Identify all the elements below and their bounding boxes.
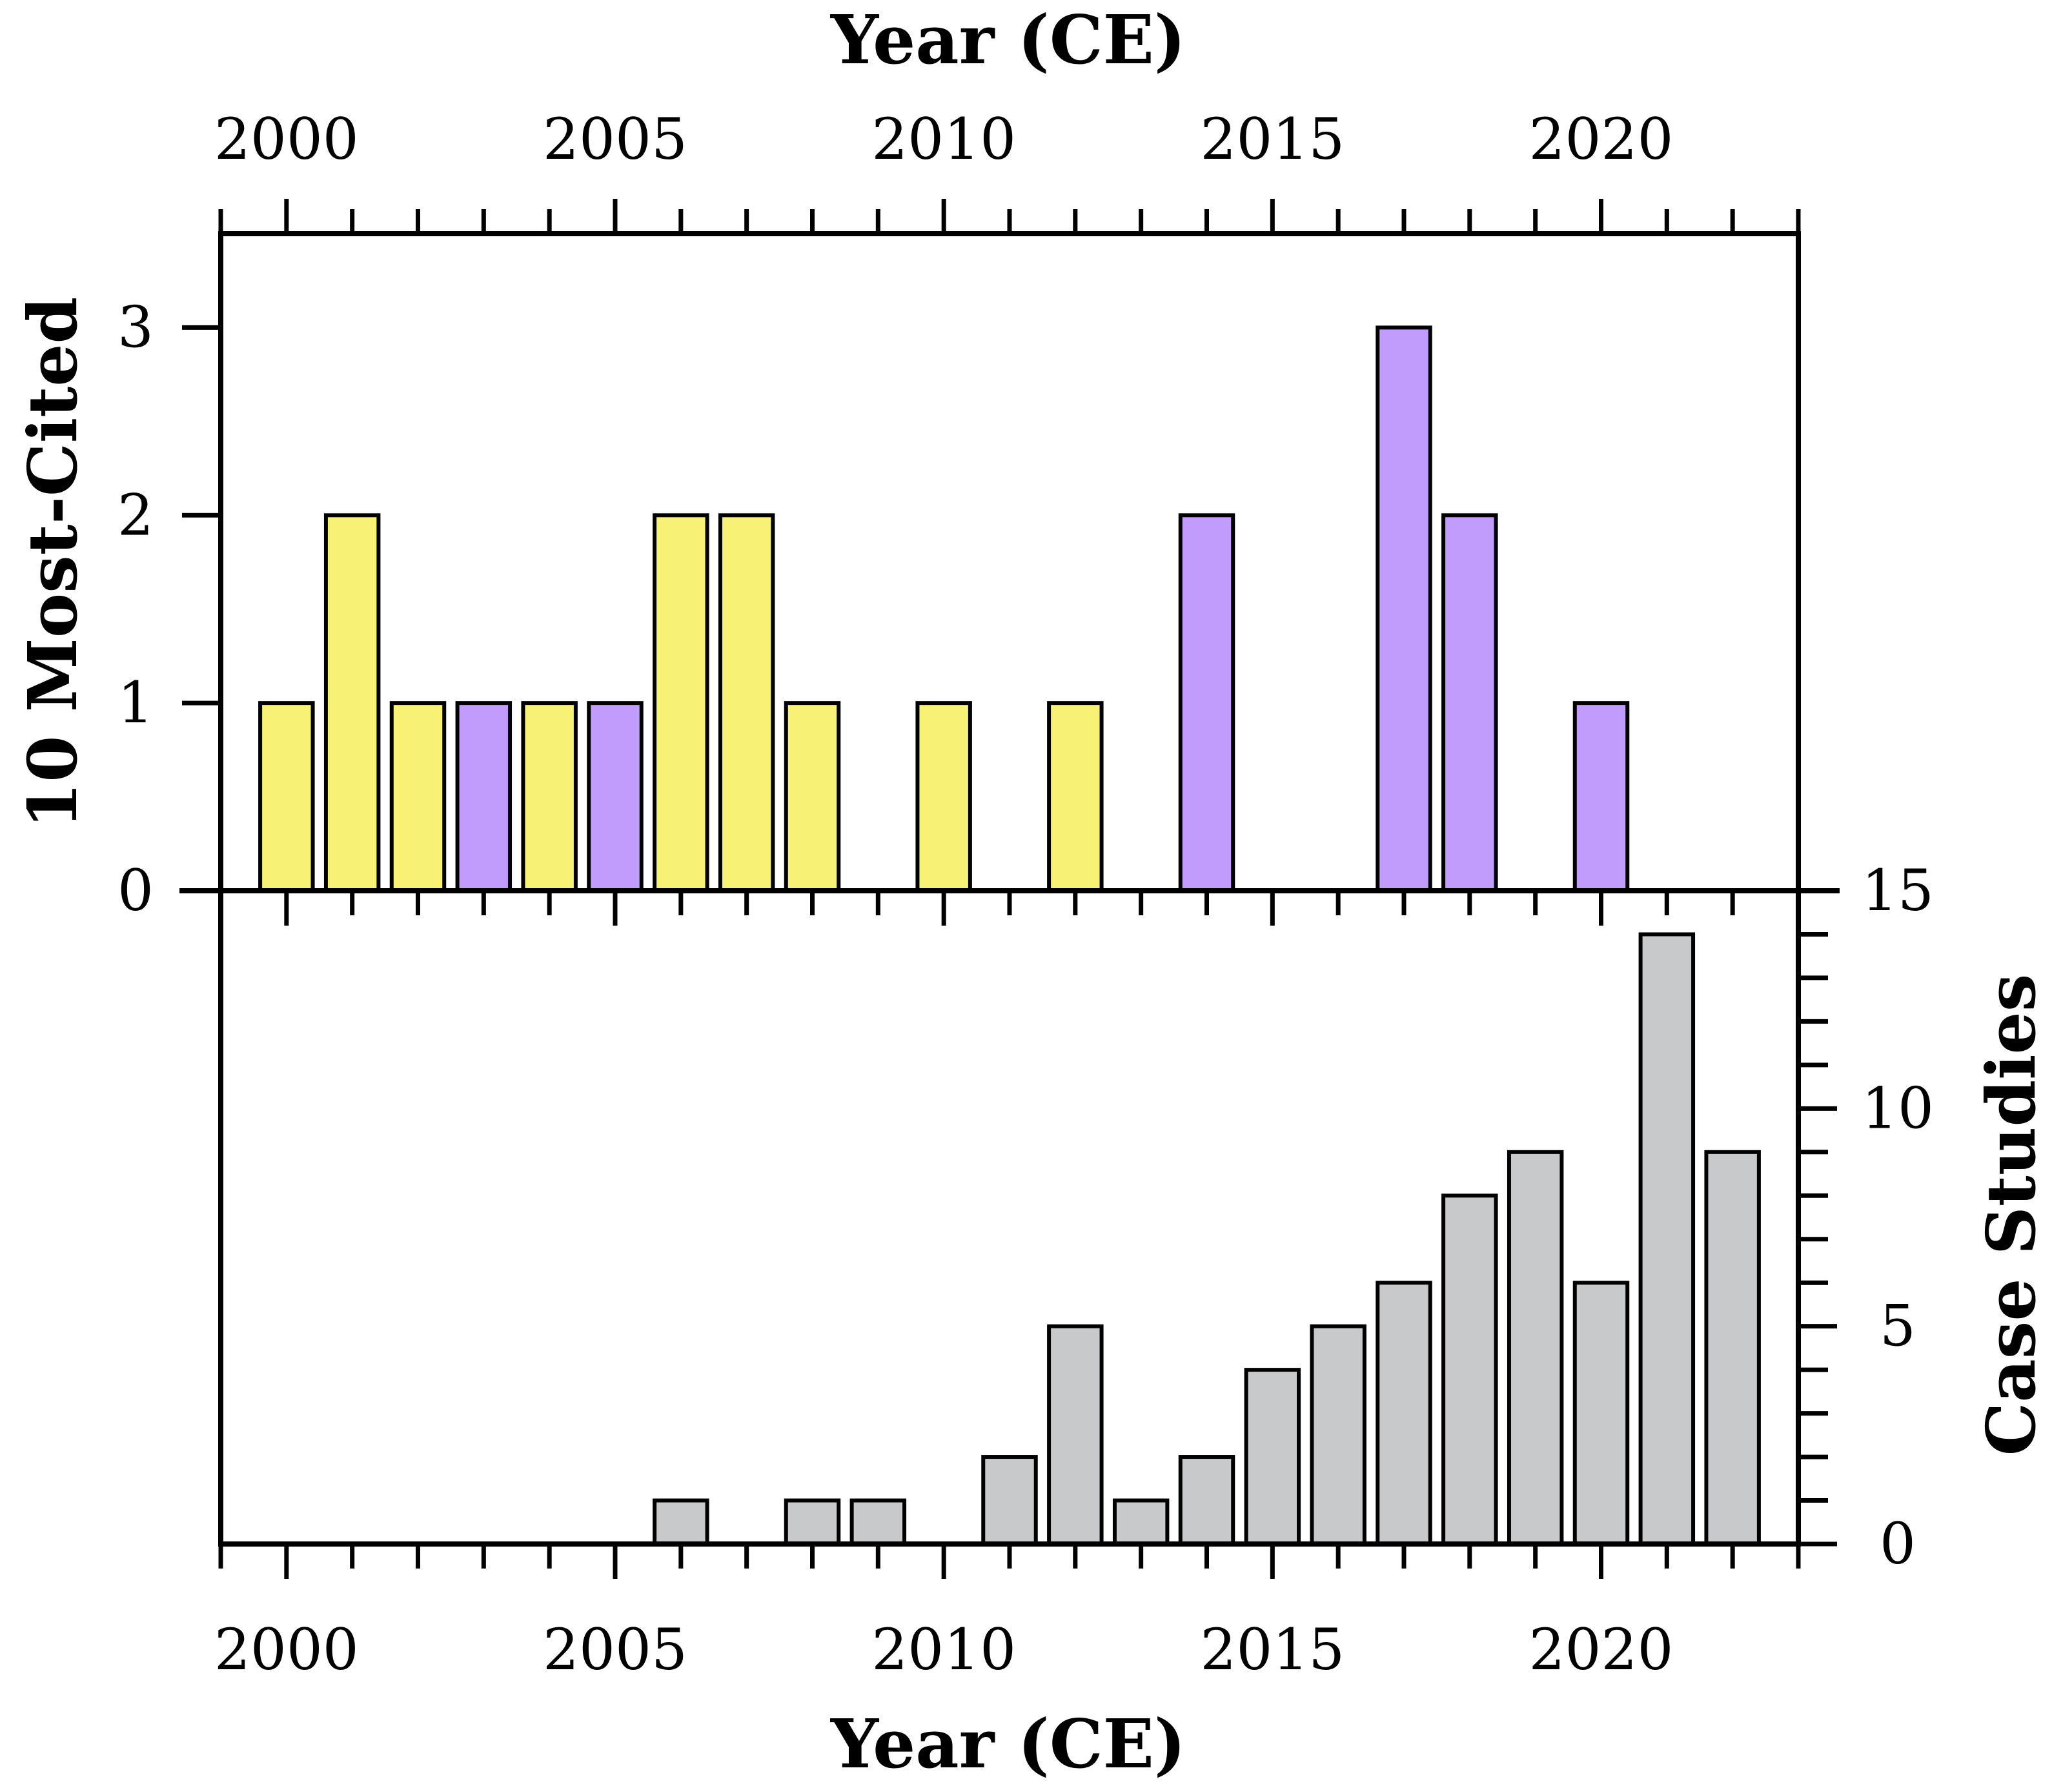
top-bar-2014 xyxy=(1178,513,1235,893)
top-y-tick-label-3: 3 xyxy=(117,294,154,360)
bottom-x-tick-label-2015: 2015 xyxy=(1200,1616,1345,1683)
bottom-y-tick-label-10: 10 xyxy=(1862,1075,1934,1141)
bottom-bar-2022 xyxy=(1704,1150,1761,1547)
bottom-x-tick-label-2010: 2010 xyxy=(871,1616,1016,1683)
bottom-bar-2006 xyxy=(653,1498,709,1547)
top-bar-2000 xyxy=(258,701,315,893)
top-bar-2008 xyxy=(784,701,841,893)
bottom-bar-2015 xyxy=(1244,1368,1301,1546)
bottom-bar-2016 xyxy=(1310,1324,1366,1547)
bottom-y-tick-label-0: 0 xyxy=(1880,1510,1916,1577)
bottom-x-tick-label-2020: 2020 xyxy=(1529,1616,1674,1683)
top-y-axis-title: 10 Most-Cited xyxy=(13,297,92,829)
bottom-bar-2009 xyxy=(849,1498,907,1547)
bottom-x-tick-label-2005: 2005 xyxy=(543,1616,687,1683)
bottom-bar-2017 xyxy=(1376,1281,1432,1546)
top-bar-2002 xyxy=(389,701,447,893)
top-bar-2010 xyxy=(915,701,972,893)
top-x-axis-title: Year (CE) xyxy=(830,0,1186,79)
bottom-panel: 2000 2005 2010 2015 2020 0 5 10 15 xyxy=(214,857,1934,1683)
bottom-bar-2019 xyxy=(1507,1150,1564,1547)
top-x-tick-label-2000: 2000 xyxy=(214,106,359,172)
bottom-bar-2018 xyxy=(1441,1194,1498,1547)
bottom-y-tick-label-5: 5 xyxy=(1880,1293,1916,1359)
bottom-x-axis-title: Year (CE) xyxy=(830,1704,1186,1783)
bottom-bar-2014 xyxy=(1178,1455,1235,1546)
bottom-x-tick-label-2000: 2000 xyxy=(214,1616,359,1683)
top-x-tick-label-2005: 2005 xyxy=(543,106,687,172)
bottom-bar-2021 xyxy=(1638,932,1696,1546)
top-x-tick-label-2020: 2020 xyxy=(1529,106,1674,172)
top-bar-2017 xyxy=(1376,325,1432,893)
top-bar-2020 xyxy=(1572,701,1630,893)
top-bar-2018 xyxy=(1441,513,1498,893)
top-bar-2004 xyxy=(521,701,578,893)
top-bar-2006 xyxy=(653,513,709,893)
top-panel: 2000 2005 2010 2015 2020 0 1 2 3 xyxy=(117,106,1840,1547)
top-bar-2001 xyxy=(323,513,381,893)
top-bar-2012 xyxy=(1047,701,1104,893)
top-bar-2005 xyxy=(587,701,644,893)
bottom-bar-2020 xyxy=(1572,1281,1630,1546)
bottom-y-tick-label-15: 15 xyxy=(1862,857,1934,924)
bottom-bar-2013 xyxy=(1112,1498,1170,1547)
top-bar-2007 xyxy=(718,513,775,893)
top-y-tick-label-1: 1 xyxy=(117,669,154,736)
top-y-tick-label-2: 2 xyxy=(117,482,154,548)
top-bar-2003 xyxy=(455,701,513,893)
bottom-bar-2008 xyxy=(784,1498,841,1547)
bottom-y-axis-title: Case Studies xyxy=(1971,974,2051,1456)
bottom-bar-2011 xyxy=(981,1455,1038,1546)
top-x-tick-label-2010: 2010 xyxy=(871,106,1016,172)
top-x-tick-label-2015: 2015 xyxy=(1200,106,1345,172)
top-y-tick-label-0: 0 xyxy=(117,857,154,924)
bottom-bar-2012 xyxy=(1047,1324,1104,1547)
